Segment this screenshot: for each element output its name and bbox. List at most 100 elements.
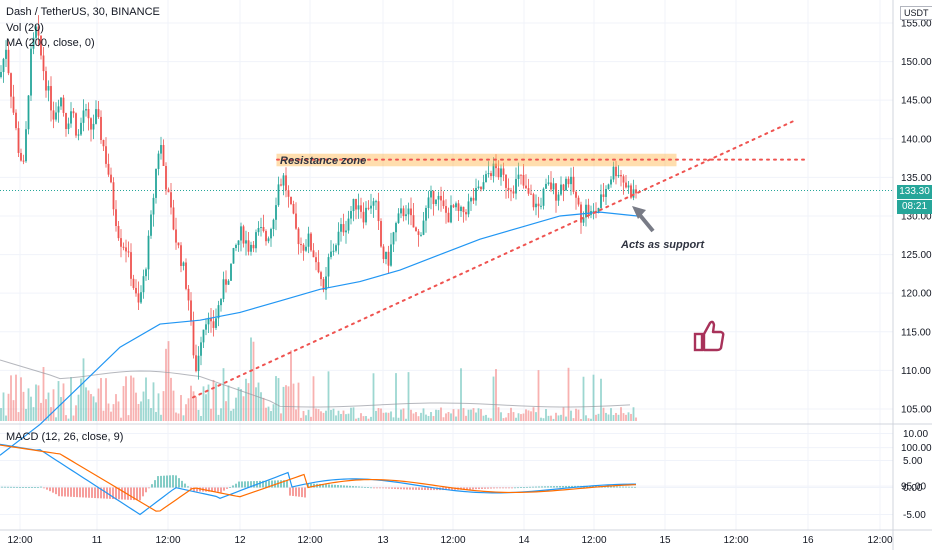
volume-bar	[445, 413, 447, 421]
axes: 95.00100.00105.00110.00115.00120.00125.0…	[7, 18, 932, 546]
macd-histogram-bar	[409, 487, 411, 490]
ascending-trendline	[192, 118, 798, 399]
volume-bar	[217, 414, 220, 421]
volume-bar	[322, 412, 325, 421]
macd-histogram-bar	[4, 486, 6, 488]
ma-200-path	[0, 211, 638, 456]
volume-bar	[157, 393, 160, 421]
macd-histogram-bar	[49, 487, 51, 492]
volume-bar	[475, 412, 477, 421]
volume-bar	[312, 376, 315, 421]
candle-body	[587, 204, 590, 215]
volume-bar	[87, 390, 90, 421]
volume-bar	[440, 407, 442, 421]
candle-body	[345, 230, 347, 233]
volume-bar	[505, 417, 507, 421]
candle-body	[57, 106, 60, 113]
macd-histogram-bar	[220, 487, 222, 493]
candle-body	[247, 240, 250, 252]
candle-body	[305, 246, 307, 251]
macd-histogram-bar	[133, 487, 135, 501]
candle-body	[505, 174, 507, 188]
volume-bar	[550, 415, 552, 421]
candle-body	[572, 176, 575, 192]
candle-body	[42, 55, 45, 72]
thumbs-up-icon	[693, 320, 725, 352]
volume-bar	[500, 412, 502, 421]
candle-body	[415, 227, 417, 232]
macd-histogram-bar	[25, 487, 27, 488]
volume-bar	[25, 408, 27, 421]
macd-histogram-bar	[247, 481, 249, 488]
macd-legend[interactable]: MACD (12, 26, close, 9)	[6, 431, 124, 443]
candle-body	[100, 116, 102, 141]
macd-histogram-bar	[295, 487, 297, 497]
volume-bar	[547, 415, 550, 421]
volume-bar	[232, 408, 235, 421]
volume-bar	[12, 400, 15, 421]
price-tick-label: 140.00	[901, 134, 932, 145]
volume-bar	[0, 408, 2, 421]
candle-body	[530, 193, 532, 195]
volume-bar	[570, 410, 572, 421]
candle-body	[65, 112, 67, 130]
currency-unit-button[interactable]: USDT	[900, 6, 932, 20]
macd-pane	[0, 443, 637, 516]
candle-body	[50, 86, 52, 111]
volume-bar	[212, 379, 215, 421]
volume-bar	[560, 414, 562, 421]
candle-body	[197, 355, 200, 372]
volume-bar	[557, 415, 560, 421]
symbol-title: Dash / TetherUS, 30, BINANCE	[6, 6, 160, 18]
candle-body	[150, 214, 152, 236]
volume-bar	[377, 408, 380, 421]
macd-tick-label: 0.00	[903, 483, 923, 494]
time-tick-label: 12:00	[297, 535, 322, 546]
candle-body	[67, 123, 70, 130]
volume-legend[interactable]: Vol (20)	[6, 22, 44, 34]
volume-bar	[562, 407, 565, 421]
volume-bar	[392, 417, 395, 421]
volume-bar	[575, 408, 577, 421]
macd-histogram-bar	[622, 486, 624, 488]
candle-body	[105, 146, 107, 164]
macd-histogram-bar	[514, 487, 516, 489]
candle-body	[230, 263, 232, 281]
volume-bar	[572, 418, 575, 421]
volume-bar	[202, 386, 205, 421]
volume-bar	[360, 413, 362, 421]
volume-bar	[90, 394, 92, 421]
volume-bar	[525, 409, 527, 421]
candle-body	[0, 72, 2, 78]
macd-histogram-bar	[319, 483, 321, 488]
candle-body	[455, 203, 457, 208]
macd-histogram-bar	[331, 484, 333, 488]
candle-body	[405, 214, 407, 217]
macd-histogram-bar	[532, 486, 534, 488]
volume-bar	[537, 370, 540, 421]
volume-bar	[617, 414, 620, 421]
macd-histogram-bar	[190, 487, 192, 490]
volume-bar	[162, 391, 165, 421]
macd-histogram-bar	[142, 487, 144, 497]
candle-body	[90, 118, 92, 130]
candle-body	[542, 188, 545, 206]
volume-bar	[42, 366, 45, 421]
candle-body	[195, 355, 197, 372]
volume-bar	[107, 403, 110, 421]
macd-histogram-bar	[430, 487, 432, 491]
macd-histogram-bar	[328, 484, 330, 488]
candle-body	[497, 168, 500, 178]
volume-bar	[282, 386, 285, 421]
candle-body	[167, 189, 170, 193]
candle-body	[40, 35, 42, 56]
candle-body	[70, 111, 72, 124]
ma-legend[interactable]: MA (200, close, 0)	[6, 37, 95, 49]
volume-bar	[422, 408, 425, 421]
macd-tick-label: -5.00	[903, 510, 926, 521]
macd-histogram-bar	[94, 487, 96, 499]
candle-body	[200, 342, 202, 356]
volume-bar	[252, 341, 255, 421]
volume-bar	[270, 411, 272, 421]
